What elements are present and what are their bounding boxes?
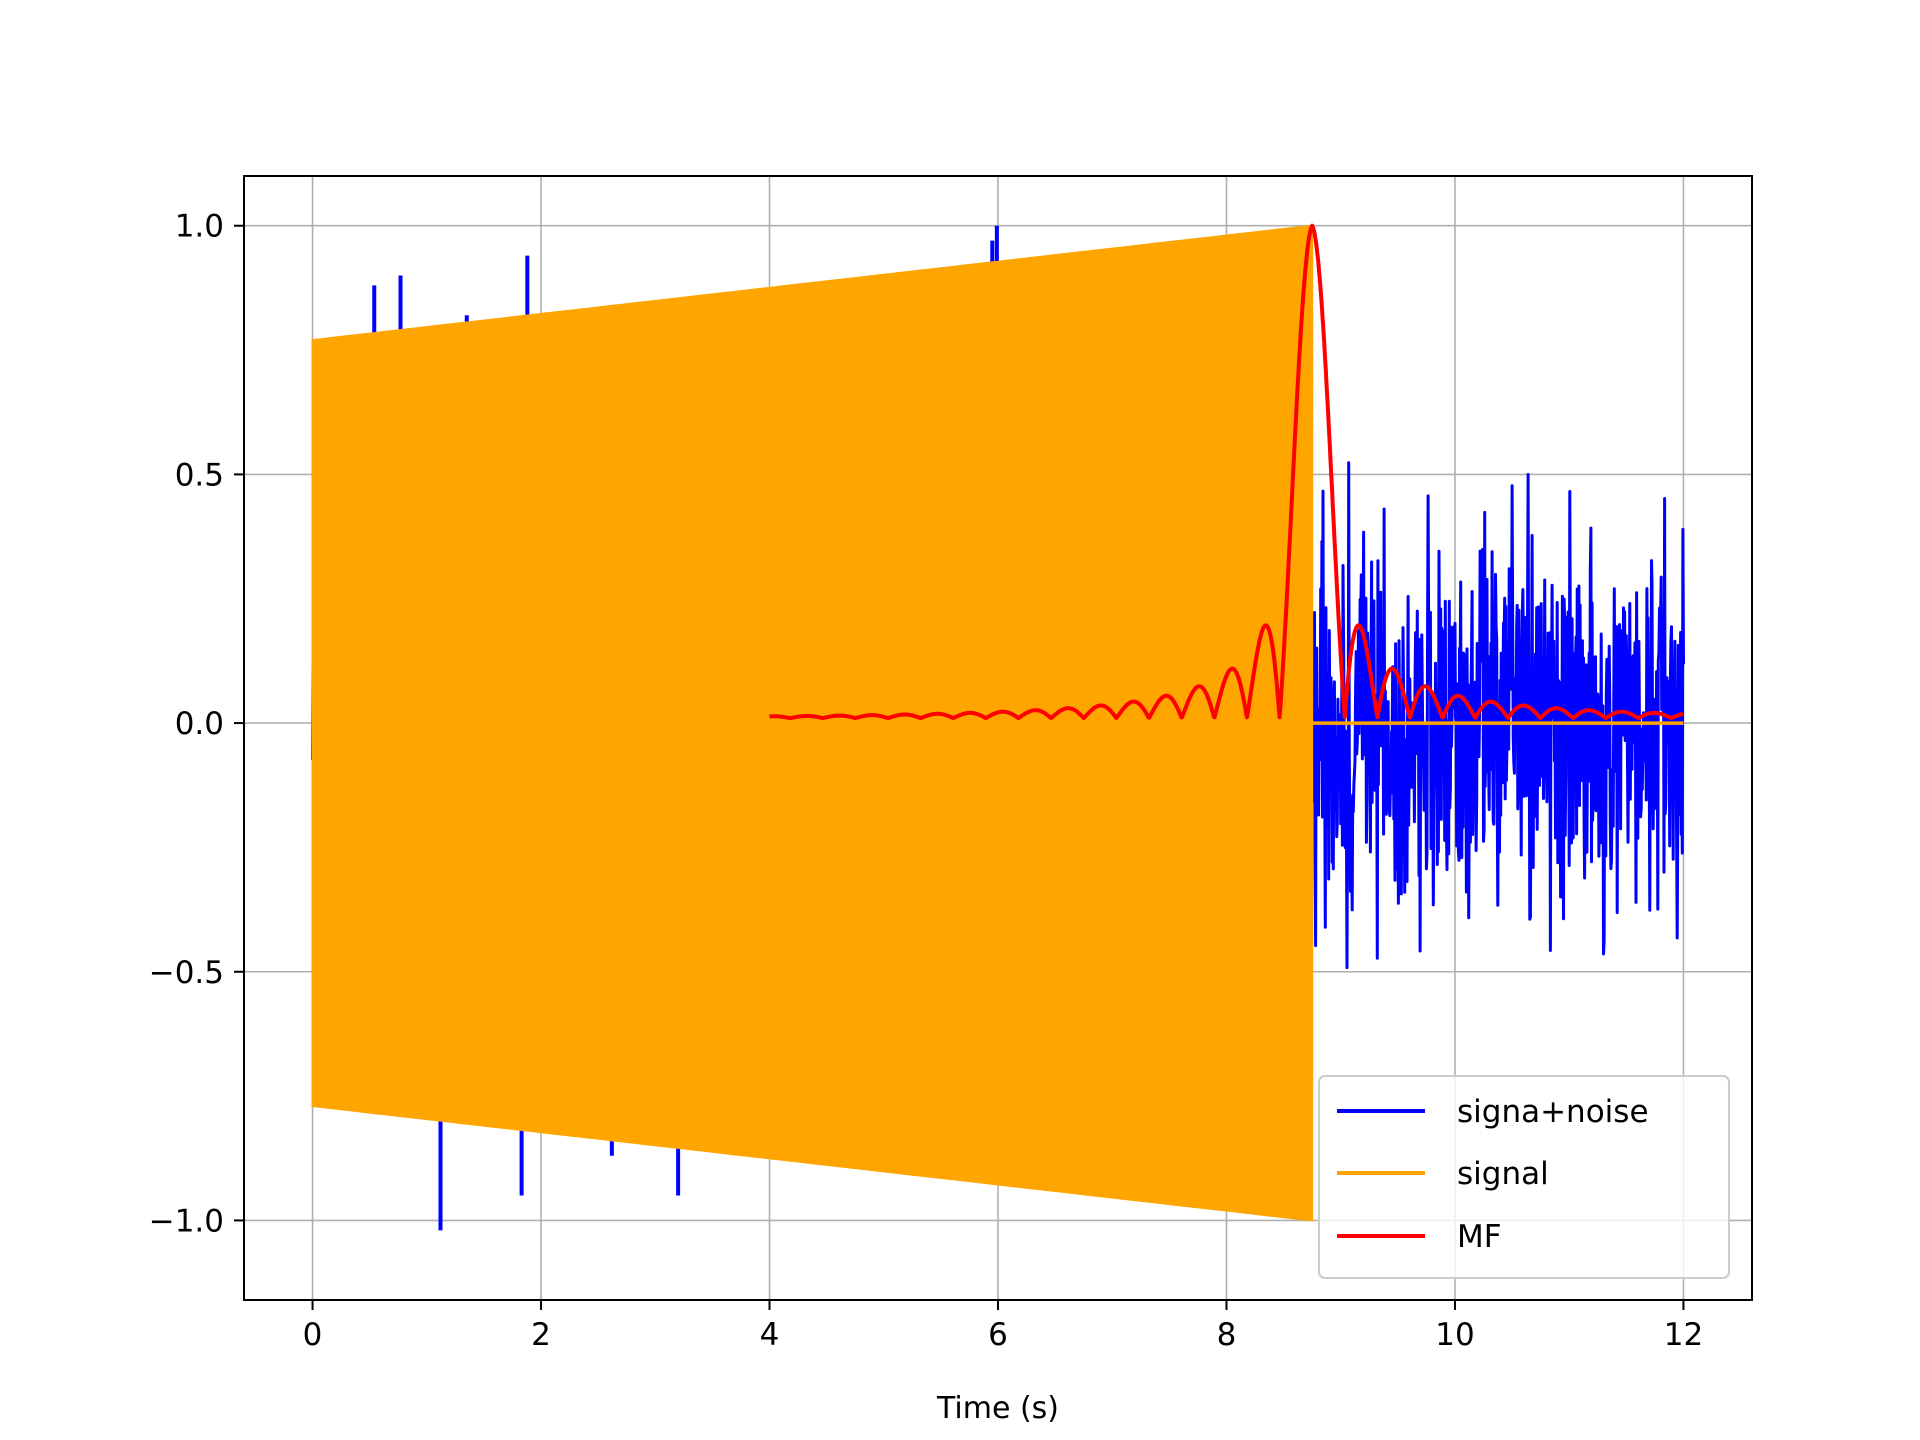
y-tick-label: 0.5 — [175, 457, 224, 493]
y-tick-label: 0.0 — [175, 706, 224, 742]
x-axis: 0 2 4 6 8 10 12 — [303, 1300, 1703, 1353]
x-tick-label: 12 — [1664, 1317, 1703, 1353]
y-axis: −1.0 −0.5 0.0 0.5 1.0 — [149, 209, 244, 1239]
x-tick-label: 2 — [531, 1317, 551, 1353]
legend-label-signal: signal — [1457, 1156, 1549, 1192]
series-mf — [768, 223, 1685, 721]
x-tick-label: 0 — [303, 1317, 323, 1353]
legend: signa+noise signal MF — [1318, 1075, 1730, 1279]
x-axis-label: Time (s) — [936, 1391, 1059, 1426]
legend-label-signal-plus-noise: signa+noise — [1457, 1094, 1649, 1130]
series-line-mf — [768, 223, 1685, 721]
y-tick-label: −1.0 — [149, 1203, 224, 1239]
x-tick-label: 4 — [760, 1317, 780, 1353]
x-tick-label: 6 — [988, 1317, 1008, 1353]
y-tick-label: −0.5 — [149, 955, 224, 991]
legend-box — [1318, 1075, 1730, 1279]
series-signal — [311, 224, 1684, 1222]
series-fill-signal — [311, 224, 1314, 1222]
y-tick-label: 1.0 — [175, 209, 224, 245]
x-tick-label: 10 — [1435, 1317, 1474, 1353]
series-layer — [311, 223, 1685, 1231]
x-tick-label: 8 — [1217, 1317, 1237, 1353]
legend-label-mf: MF — [1457, 1219, 1502, 1255]
